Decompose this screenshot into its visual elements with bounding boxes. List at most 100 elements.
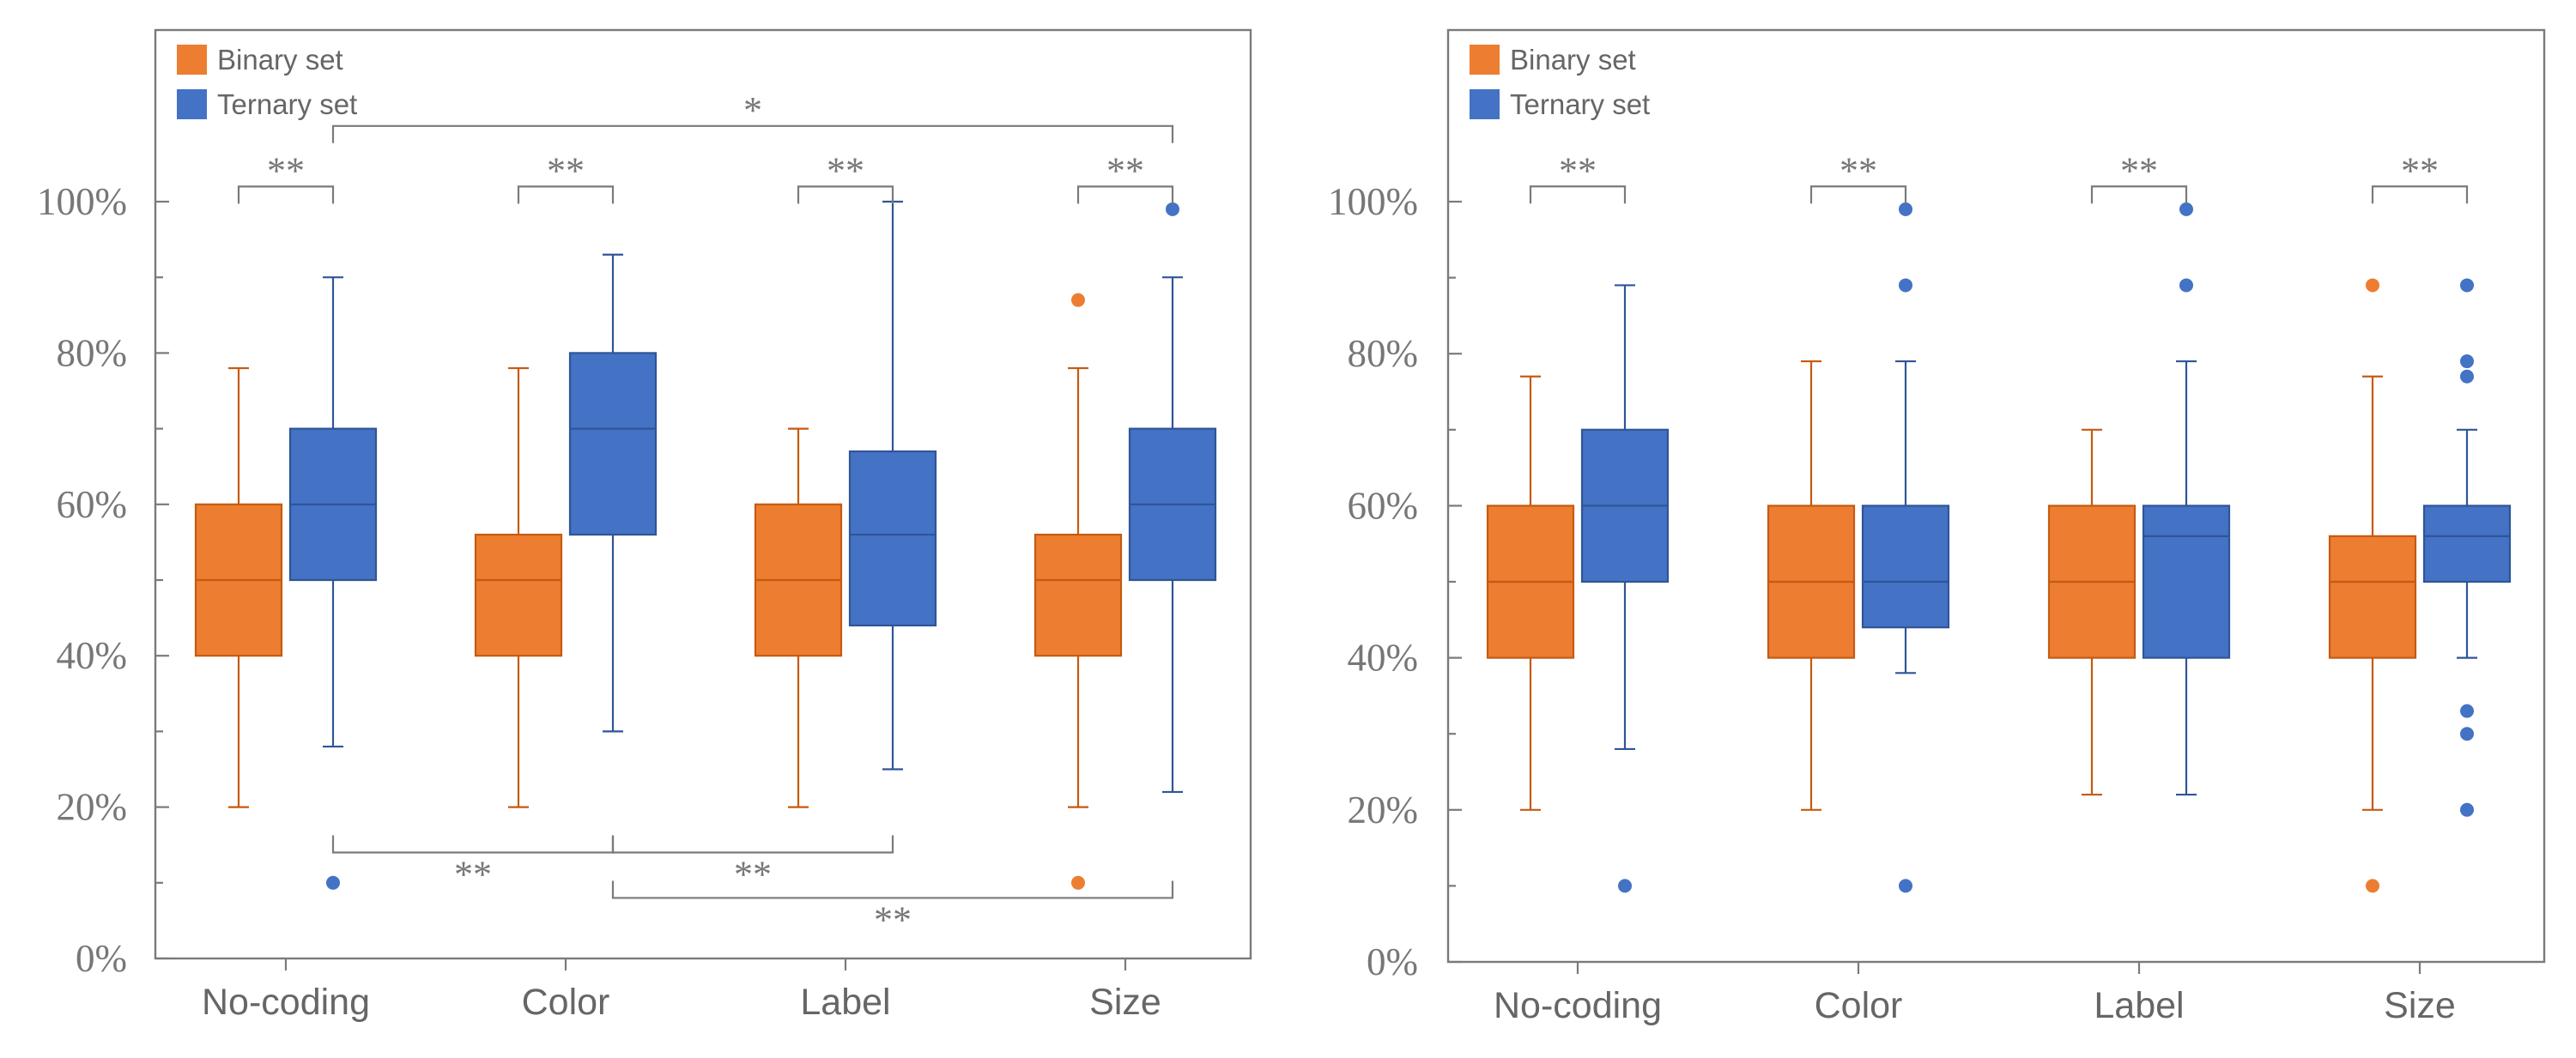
outlier-point: [1899, 278, 1912, 293]
plot-frame: [1446, 28, 2546, 964]
outlier-point: [1899, 879, 1912, 893]
legend-swatch: [177, 45, 207, 75]
significance-bracket: [611, 835, 894, 854]
outlier-point: [1899, 202, 1912, 216]
y-tick-label: 0%: [1367, 940, 1418, 983]
box-group: [1486, 375, 1575, 811]
significance-bracket: [611, 880, 1174, 899]
x-tick-label: Label: [800, 982, 890, 1023]
x-axis: No-coding Color Label Size: [1494, 962, 2456, 1026]
outlier-point: [2460, 704, 2474, 718]
legend: Binary set Ternary set: [177, 44, 357, 120]
significance-bracket: [517, 185, 615, 204]
significance-label: *: [743, 89, 762, 131]
y-tick-label: 20%: [1348, 789, 1419, 831]
y-tick-label: 60%: [57, 483, 128, 526]
x-tick-label: No-coding: [202, 982, 370, 1023]
outlier-point: [2460, 802, 2474, 817]
series-binary-set: [1486, 278, 2417, 893]
box-group: [2422, 278, 2512, 817]
significance-bracket: [1809, 185, 1907, 204]
box-group: [848, 200, 937, 771]
box-group: [288, 276, 378, 890]
significance-bracket: [1076, 185, 1174, 204]
box-group: [1580, 284, 1670, 893]
significance-label: **: [1106, 149, 1144, 191]
outlier-point: [2460, 354, 2474, 369]
significance-label: **: [827, 149, 864, 191]
x-tick-label: Label: [2094, 985, 2184, 1026]
plot-frame: [154, 28, 1252, 960]
y-tick-label: 100%: [37, 180, 127, 223]
significance-label: **: [734, 854, 772, 896]
x-tick-label: Size: [1089, 982, 1161, 1023]
significance-label: **: [874, 898, 912, 940]
y-axis: 0% 20% 40% 60% 80% 100%: [1328, 180, 1462, 983]
series-ternary-set: [1580, 202, 2512, 893]
significance-annotations: ** ** ** ***** ****: [237, 89, 1174, 940]
x-tick-label: Color: [1815, 985, 1903, 1026]
significance-bracket: [2090, 185, 2188, 204]
significance-label: **: [454, 854, 492, 896]
outlier-point: [1166, 202, 1179, 216]
box-group: [754, 427, 843, 808]
y-tick-label: 100%: [1328, 180, 1418, 223]
legend-swatch: [1470, 45, 1500, 75]
box-group: [194, 366, 283, 808]
significance-bracket: [331, 124, 1174, 143]
box: [2422, 505, 2512, 583]
box-group: [2142, 202, 2231, 796]
x-axis: No-coding Color Label Size: [202, 958, 1161, 1023]
outlier-point: [2460, 727, 2474, 741]
y-axis: 0% 20% 40% 60% 80% 100%: [37, 180, 169, 980]
y-tick-label: 80%: [1348, 332, 1419, 375]
x-tick-label: No-coding: [1494, 985, 1662, 1026]
box-group: [1767, 360, 1856, 811]
y-tick-label: 40%: [1348, 637, 1419, 680]
significance-bracket: [797, 185, 894, 204]
significance-bracket: [2371, 185, 2469, 204]
box: [474, 533, 563, 657]
significance-bracket: [331, 835, 615, 854]
significance-label: **: [1559, 149, 1597, 191]
significance-bracket: [1529, 185, 1627, 204]
outlier-point: [1071, 293, 1085, 307]
y-tick-label: 80%: [57, 331, 128, 374]
box-group: [1861, 202, 1950, 893]
box: [2142, 505, 2231, 659]
significance-label: **: [547, 149, 585, 191]
outlier-point: [326, 875, 340, 890]
outlier-point: [2366, 278, 2379, 293]
significance-label: **: [267, 149, 305, 191]
outlier-point: [2460, 278, 2474, 293]
significance-bracket: [237, 185, 335, 204]
box-group: [2328, 278, 2417, 893]
box: [1033, 533, 1123, 657]
legend-label: Ternary set: [1510, 88, 1650, 120]
box-group: [2047, 428, 2137, 796]
legend: Binary set Ternary set: [1470, 44, 1650, 120]
box-group: [568, 253, 658, 733]
outlier-point: [2179, 278, 2193, 293]
box: [568, 352, 658, 536]
outlier-point: [2179, 202, 2193, 216]
x-tick-label: Color: [522, 982, 610, 1023]
y-tick-label: 40%: [57, 634, 128, 677]
legend-label: Ternary set: [217, 88, 357, 120]
box: [848, 450, 937, 627]
significance-label: **: [2120, 149, 2158, 191]
left-panel: 0% 20% 40% 60% 80% 100% No-coding Color Label Siz…: [37, 28, 1252, 1023]
y-tick-label: 20%: [57, 786, 128, 829]
y-tick-label: 0%: [76, 937, 127, 980]
y-tick-label: 60%: [1348, 484, 1419, 527]
series-binary-set: [194, 293, 1123, 890]
box-group: [474, 366, 563, 808]
box-group: [1128, 202, 1217, 794]
box: [1861, 505, 1950, 629]
significance-annotations: ** ** ** **: [1529, 149, 2469, 204]
box-group: [1033, 293, 1123, 890]
outlier-point: [1618, 879, 1632, 893]
legend-label: Binary set: [217, 44, 343, 76]
series-ternary-set: [288, 200, 1217, 890]
